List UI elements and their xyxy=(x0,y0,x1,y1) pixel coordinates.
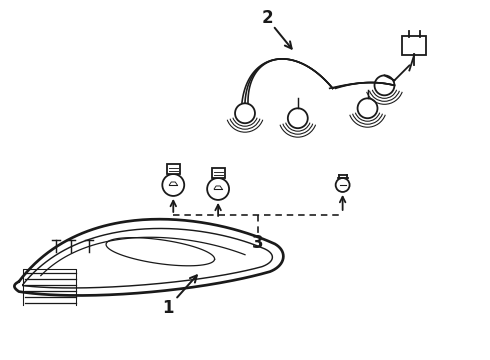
FancyBboxPatch shape xyxy=(402,36,426,55)
Text: 1: 1 xyxy=(163,298,174,316)
FancyBboxPatch shape xyxy=(212,168,224,178)
Text: 2: 2 xyxy=(262,9,274,27)
FancyBboxPatch shape xyxy=(167,164,180,174)
Text: 3: 3 xyxy=(252,234,264,252)
